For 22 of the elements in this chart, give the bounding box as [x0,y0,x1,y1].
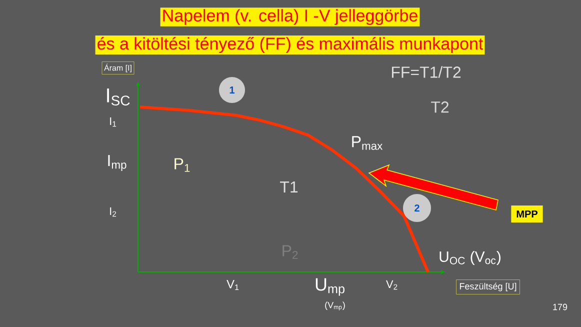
text: I$_{1}$ [110,117,116,127]
y-axis-title: Áram [I] [104,64,132,72]
text: U$_{mp}$ [316,278,344,296]
annotation: T1 [280,181,298,193]
text: FF=T1/T2 [392,66,461,78]
text: I$_{2}$ [110,207,116,217]
chart-title: Napelem (v. cella) I -V jelleggörbe [163,9,418,25]
x-axis-title: Feszültség [U] [460,282,516,292]
text: V$_{1}$ [226,280,239,290]
text: 1 [230,86,235,94]
text: 179 [553,304,568,310]
annotation: P$_{1}$ [174,158,190,172]
text: I$_{SC}$ [107,88,130,106]
annotation: T2 [431,101,449,113]
text: I$_{mp}$ [108,155,126,171]
text: MPP [516,210,538,218]
annotation: P$_{max}$ [352,136,383,150]
annotation: 2 [414,204,420,212]
text: (V$_{mp}$) [325,302,345,310]
annotation: U$_{OC}$ (V$_{oc}$) [440,251,500,265]
text: V$_{2}$ [386,280,398,290]
chart-subtitle: és a kitöltési tényező (FF) és maximális munkapont [98,36,484,54]
